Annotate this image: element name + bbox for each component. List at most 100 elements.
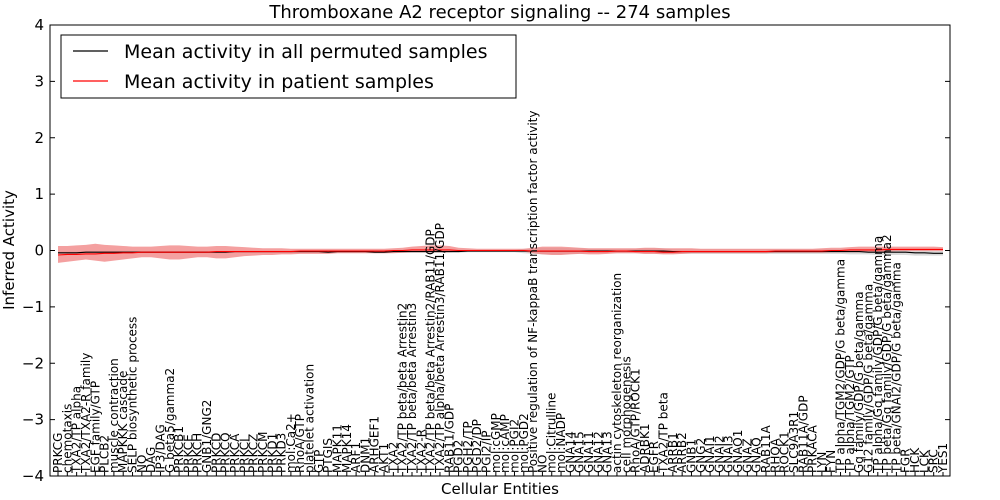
- series-lines: [57, 248, 943, 256]
- y-tick-label: 2: [34, 129, 44, 147]
- x-tick-label: PGD2: [452, 440, 466, 473]
- x-tick-label: GTP: [312, 450, 326, 473]
- x-tick-label: PRKCE: [181, 434, 195, 473]
- x-tick-label: EGF family/GTP: [88, 381, 102, 473]
- x-tick-label: muscle contraction: [107, 358, 121, 473]
- x-tick-label: GNB1: [684, 439, 698, 473]
- x-tick-label: GNG2: [694, 438, 708, 473]
- x-tick-label: TXA2-R: [414, 429, 428, 474]
- x-tick-label: GNAZ: [740, 438, 754, 473]
- x-tick-label: RAB11A: [759, 424, 773, 473]
- patient-mean-line: [57, 248, 943, 256]
- x-tick-label: PRKCI: [237, 438, 251, 473]
- x-tick-label: PRKCB1: [172, 426, 186, 473]
- x-tick-label: EGFR: [647, 441, 661, 473]
- x-tick-label: TP alpha/Gq family/GDP/G beta/gamma: [871, 236, 885, 474]
- x-tick-label: ARRB1: [666, 432, 680, 473]
- x-tick-label: GNA14: [563, 431, 577, 473]
- x-tick-label: GNA12: [591, 431, 605, 473]
- x-tick-label: TXA2/TXA2-R family: [79, 353, 93, 474]
- legend-label-permuted: Mean activity in all permuted samples: [124, 41, 487, 63]
- x-tick-label: PRKCG: [51, 433, 65, 473]
- x-tick-label: GNA15: [573, 431, 587, 473]
- x-tick-label: mol:NADP: [554, 413, 568, 473]
- x-tick-label: TXA2: [386, 442, 400, 474]
- x-tick-label: mol:Citrulline: [545, 393, 559, 473]
- x-tick-label: TXA2/TP alpha/beta Arrestin3/RAB11/GDP: [433, 223, 447, 474]
- x-tick-label: mol:Ca2+: [284, 413, 298, 473]
- x-tick-label: Positive regulation of NF-kappaB transcr…: [526, 111, 540, 474]
- x-tick-label: TXA2/TP beta: [657, 392, 671, 474]
- confidence-bands: [58, 243, 943, 263]
- x-tick-label: G12 family/GDP/G beta/gamma: [861, 284, 875, 473]
- x-tick-label: GNB1/GNG2: [200, 400, 214, 473]
- x-tick-label: PGD2/DP: [470, 419, 484, 473]
- x-tick-label: ARRB2: [675, 432, 689, 473]
- y-tick-label: −2: [22, 354, 44, 372]
- x-tick-label: TXA2/TP beta/beta Arrestin3: [405, 303, 419, 474]
- x-tick-label: platelet activation: [303, 364, 317, 473]
- y-tick-label: 3: [34, 72, 44, 90]
- x-tick-label: PRKACA: [806, 424, 820, 473]
- x-tick-label: YES1: [936, 443, 950, 474]
- y-tick-label: 1: [34, 185, 44, 203]
- y-axis-label: Inferred Activity: [0, 190, 18, 310]
- x-tick-label: PRKCH: [191, 433, 205, 473]
- x-tick-label: PRKD1: [265, 433, 279, 473]
- legend: Mean activity in all permuted samples Me…: [60, 34, 517, 99]
- x-tick-label: IP3/DAG: [153, 424, 167, 473]
- x-tick-label: PLCB2: [98, 435, 112, 473]
- patient-band: [58, 243, 943, 263]
- legend-box: [60, 34, 517, 99]
- x-tick-label: TP alpha/TGM2/GDP/G beta/gamma: [834, 259, 848, 474]
- y-axis-ticks: −4 −3 −2 −1 0 1 2 3 4: [22, 16, 950, 485]
- x-tick-label: TP alpha/TGM2/GTP: [843, 355, 857, 474]
- x-tick-label: PGH2/TP: [461, 421, 475, 473]
- x-tick-label: TXA2/TP beta/beta Arrestin2: [396, 303, 410, 474]
- x-tick-label: TP beta/Gq family/GDP/G beta/gamma2: [880, 234, 894, 474]
- x-tick-label: NO: [535, 455, 549, 473]
- x-tick-label: GNA11: [582, 431, 596, 473]
- x-tick-label: AKT1: [377, 443, 391, 473]
- x-tick-label: GNA13: [601, 431, 615, 473]
- x-tick-label: GNAI3: [722, 435, 736, 473]
- y-tick-label: 4: [34, 16, 44, 34]
- x-tick-label: FYN: [824, 450, 838, 473]
- y-tick-label: −3: [22, 411, 44, 429]
- x-tick-label: MAPKKK cascade: [116, 371, 130, 473]
- x-tick-label: SLC9A3R1: [787, 411, 801, 473]
- x-tick-label: RAB11A/GDP: [796, 395, 810, 473]
- x-tick-label: DNM1: [358, 437, 372, 473]
- x-tick-label: mol:cAMP: [498, 414, 512, 473]
- x-tick-label: TXA2/TP alpha: [70, 386, 84, 474]
- x-tick-label: PTGIS: [321, 438, 335, 473]
- x-tick-label: PRKD3: [275, 433, 289, 473]
- x-tick-label: TXA2/TP beta/beta Arrestin2/RAB11/GDP: [424, 229, 438, 474]
- x-tick-label: ARHGEF1: [368, 416, 382, 473]
- x-tick-label: RHOA: [768, 437, 782, 473]
- x-tick-label: GNAQ: [750, 437, 764, 473]
- x-tick-label: LYN: [815, 452, 829, 473]
- x-tick-label: Gq family/GDP/G beta/gamma: [852, 291, 866, 473]
- x-tick-label: MAPK11: [330, 424, 344, 473]
- x-tick-label: ADRBK1: [638, 423, 652, 473]
- x-tick-label: PRKCD: [209, 433, 223, 473]
- x-tick-label: mol:PGI2: [507, 419, 521, 473]
- x-tick-label: LCK: [917, 449, 931, 473]
- x-tick-label: GNAI2: [712, 435, 726, 473]
- x-tick-label: GNAI1: [703, 435, 717, 473]
- y-tick-label: −4: [22, 467, 44, 485]
- x-tick-label: ARF1: [349, 442, 363, 473]
- x-tick-label: PRKCQ: [219, 432, 233, 473]
- x-tick-label: mol:PGD2: [517, 413, 531, 473]
- x-tick-label: SELP biosynthetic process: [126, 317, 140, 473]
- x-tick-label: cell morphogenesis: [619, 356, 633, 473]
- x-tick-label: MAPK14: [340, 424, 354, 473]
- x-tick-label: NO: [135, 455, 149, 473]
- y-tick-label: −1: [22, 298, 44, 316]
- legend-label-patient: Mean activity in patient samples: [124, 71, 434, 93]
- x-tick-label: RhoA/GTP/ROCK1: [629, 368, 643, 473]
- x-tick-label: chemotaxis: [60, 404, 74, 473]
- x-tick-label: actin cytoskeleton reorganization: [610, 273, 624, 473]
